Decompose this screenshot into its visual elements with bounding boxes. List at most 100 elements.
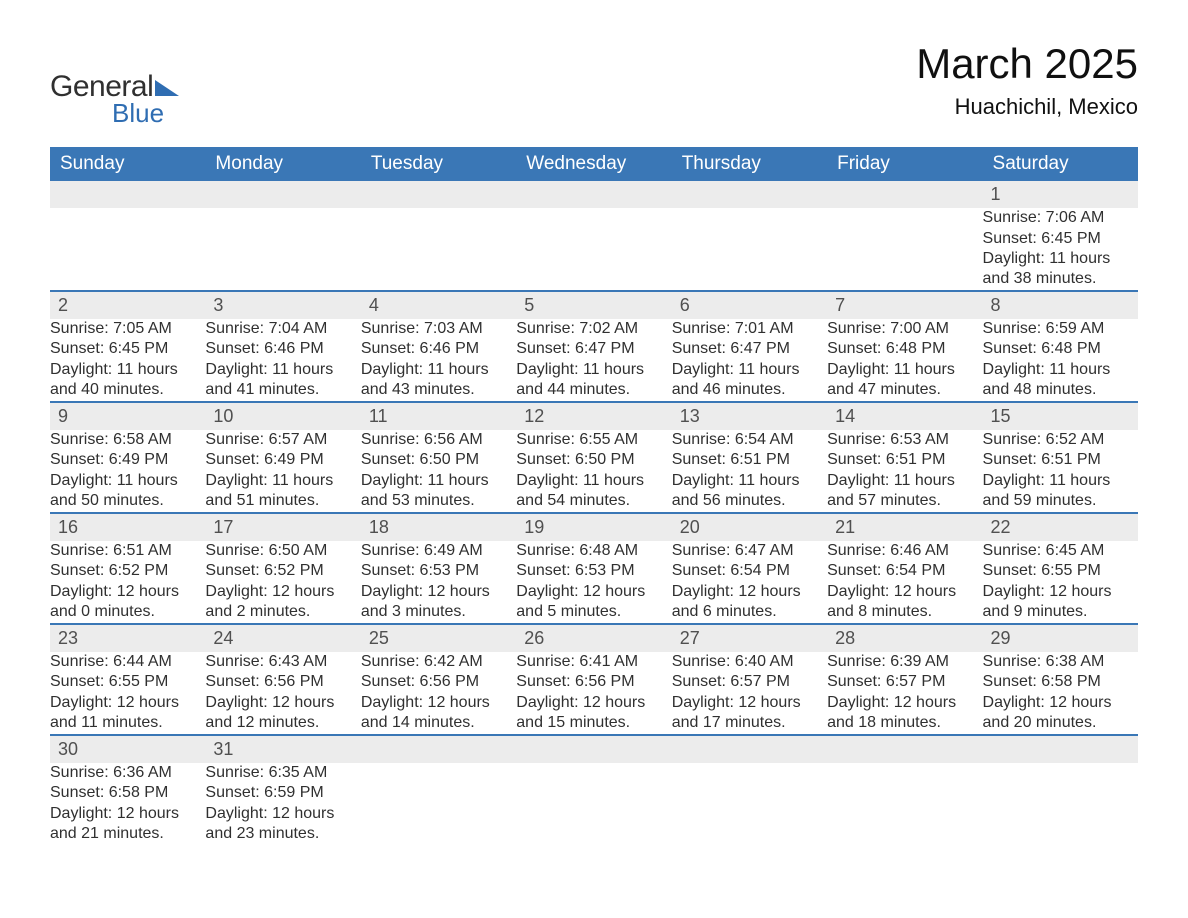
day-number: 1 [983,181,1138,208]
day-detail-cell: Sunrise: 6:53 AMSunset: 6:51 PMDaylight:… [827,430,982,513]
day-number-cell [672,735,827,763]
week-daynum-row: 2345678 [50,291,1138,319]
day-number-cell: 9 [50,402,205,430]
day-number: 15 [983,403,1138,430]
daylight-line-2: and 54 minutes. [516,491,671,511]
day-number-cell: 21 [827,513,982,541]
daylight-line-2: and 51 minutes. [205,491,360,511]
sunset-line: Sunset: 6:54 PM [827,561,982,581]
sunset-line: Sunset: 6:53 PM [516,561,671,581]
day-detail-cell: Sunrise: 7:01 AMSunset: 6:47 PMDaylight:… [672,319,827,402]
day-number: 17 [205,514,360,541]
day-number-cell: 22 [983,513,1138,541]
sunset-line: Sunset: 6:46 PM [361,339,516,359]
daylight-line-1: Daylight: 11 hours [205,471,360,491]
sunrise-line: Sunrise: 6:43 AM [205,652,360,672]
weekday-heading: Thursday [672,147,827,181]
brand-logo: General Blue [50,40,179,129]
day-detail-cell: Sunrise: 6:43 AMSunset: 6:56 PMDaylight:… [205,652,360,735]
day-number-cell [516,181,671,208]
day-detail-cell: Sunrise: 6:59 AMSunset: 6:48 PMDaylight:… [983,319,1138,402]
sunrise-line: Sunrise: 6:59 AM [983,319,1138,339]
day-detail-cell [50,208,205,291]
sunset-line: Sunset: 6:53 PM [361,561,516,581]
day-number-cell: 31 [205,735,360,763]
day-detail-cell [205,208,360,291]
day-number: 21 [827,514,982,541]
sunset-line: Sunset: 6:51 PM [827,450,982,470]
day-number: 25 [361,625,516,652]
sunrise-line: Sunrise: 7:05 AM [50,319,205,339]
daylight-line-1: Daylight: 11 hours [361,471,516,491]
day-number: 6 [672,292,827,319]
day-number-cell [827,181,982,208]
day-detail-cell: Sunrise: 7:02 AMSunset: 6:47 PMDaylight:… [516,319,671,402]
daylight-line-2: and 53 minutes. [361,491,516,511]
daylight-line-1: Daylight: 11 hours [983,471,1138,491]
day-detail-cell [361,208,516,291]
day-detail-cell: Sunrise: 7:04 AMSunset: 6:46 PMDaylight:… [205,319,360,402]
sunrise-line: Sunrise: 6:44 AM [50,652,205,672]
day-number-cell [672,181,827,208]
day-number: 31 [205,736,360,763]
day-number: 11 [361,403,516,430]
daylight-line-1: Daylight: 12 hours [983,693,1138,713]
day-detail-cell: Sunrise: 6:39 AMSunset: 6:57 PMDaylight:… [827,652,982,735]
day-number-cell: 6 [672,291,827,319]
day-detail-cell: Sunrise: 6:55 AMSunset: 6:50 PMDaylight:… [516,430,671,513]
day-number: 23 [50,625,205,652]
sunrise-line: Sunrise: 6:54 AM [672,430,827,450]
daylight-line-1: Daylight: 12 hours [361,582,516,602]
day-number: 30 [50,736,205,763]
week-daynum-row: 3031 [50,735,1138,763]
sunset-line: Sunset: 6:46 PM [205,339,360,359]
sunset-line: Sunset: 6:55 PM [50,672,205,692]
daylight-line-1: Daylight: 12 hours [672,582,827,602]
daylight-line-2: and 43 minutes. [361,380,516,400]
daylight-line-2: and 15 minutes. [516,713,671,733]
sunset-line: Sunset: 6:52 PM [205,561,360,581]
sunrise-line: Sunrise: 6:38 AM [983,652,1138,672]
day-number-cell: 3 [205,291,360,319]
daylight-line-1: Daylight: 12 hours [516,582,671,602]
header-region: General Blue March 2025 Huachichil, Mexi… [50,40,1138,129]
daylight-line-2: and 38 minutes. [983,269,1138,289]
day-number: 8 [983,292,1138,319]
day-number: 19 [516,514,671,541]
daylight-line-1: Daylight: 11 hours [205,360,360,380]
week-detail-row: Sunrise: 6:44 AMSunset: 6:55 PMDaylight:… [50,652,1138,735]
day-detail-cell: Sunrise: 6:48 AMSunset: 6:53 PMDaylight:… [516,541,671,624]
day-number-cell: 16 [50,513,205,541]
week-daynum-row: 16171819202122 [50,513,1138,541]
day-number-cell: 20 [672,513,827,541]
daylight-line-1: Daylight: 12 hours [50,693,205,713]
sunrise-line: Sunrise: 7:06 AM [983,208,1138,228]
sunrise-line: Sunrise: 6:49 AM [361,541,516,561]
day-number: 3 [205,292,360,319]
daylight-line-1: Daylight: 12 hours [361,693,516,713]
day-detail-cell: Sunrise: 6:44 AMSunset: 6:55 PMDaylight:… [50,652,205,735]
day-number-cell: 1 [983,181,1138,208]
weekday-heading: Wednesday [516,147,671,181]
week-detail-row: Sunrise: 6:58 AMSunset: 6:49 PMDaylight:… [50,430,1138,513]
weekday-heading: Friday [827,147,982,181]
daylight-line-2: and 11 minutes. [50,713,205,733]
day-number-cell: 2 [50,291,205,319]
daylight-line-1: Daylight: 11 hours [516,360,671,380]
sunrise-line: Sunrise: 7:01 AM [672,319,827,339]
day-number: 26 [516,625,671,652]
title-block: March 2025 Huachichil, Mexico [916,40,1138,120]
daylight-line-1: Daylight: 11 hours [983,249,1138,269]
day-detail-cell [827,208,982,291]
daylight-line-1: Daylight: 11 hours [672,360,827,380]
day-number: 5 [516,292,671,319]
day-number: 29 [983,625,1138,652]
daylight-line-1: Daylight: 12 hours [50,804,205,824]
sunrise-line: Sunrise: 6:41 AM [516,652,671,672]
sunrise-line: Sunrise: 6:47 AM [672,541,827,561]
day-number-cell: 19 [516,513,671,541]
daylight-line-1: Daylight: 12 hours [672,693,827,713]
weekday-header-row: Sunday Monday Tuesday Wednesday Thursday… [50,147,1138,181]
day-number-cell: 29 [983,624,1138,652]
sunset-line: Sunset: 6:47 PM [672,339,827,359]
